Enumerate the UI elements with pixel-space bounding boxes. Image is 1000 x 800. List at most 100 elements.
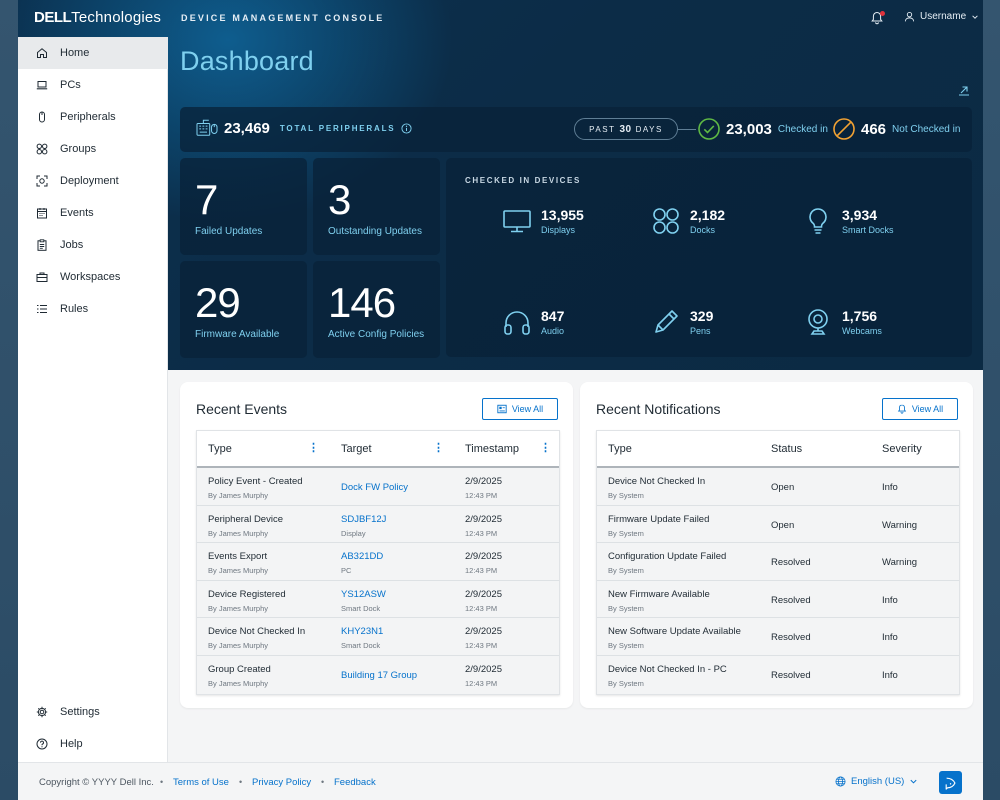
username-label: Username xyxy=(920,11,967,22)
column-header-severity[interactable]: Severity xyxy=(882,443,922,455)
failed-updates-tile[interactable]: 7 Failed Updates xyxy=(180,158,307,255)
language-selector[interactable]: English (US) xyxy=(835,776,918,787)
column-header-type[interactable]: Type xyxy=(208,443,232,455)
event-timestamp-cell: 2/9/2025 12:43 PM xyxy=(465,626,502,650)
event-target-link[interactable]: AB321DD xyxy=(341,551,384,563)
device-webcams[interactable]: 1,756 Webcams xyxy=(803,307,882,337)
notification-severity: Info xyxy=(882,632,898,644)
table-row[interactable]: New Firmware Available By System Resolved I… xyxy=(597,581,959,619)
dell-technologies-logo[interactable]: DELLTechnologies xyxy=(34,9,161,26)
table-row[interactable]: Configuration Update Failed By System Reso… xyxy=(597,543,959,581)
event-date: 2/9/2025 xyxy=(465,476,502,487)
table-row[interactable]: Device Registered By James Murphy YS12ASW S… xyxy=(197,581,559,619)
notification-severity: Warning xyxy=(882,557,918,569)
column-header-target[interactable]: Target xyxy=(341,443,372,455)
event-target-link[interactable]: SDJBF12J xyxy=(341,513,387,525)
table-row[interactable]: Peripheral Device By James Murphy SDJBF12J… xyxy=(197,506,559,544)
table-row[interactable]: Device Not Checked In By System Open Info xyxy=(597,468,959,506)
table-row[interactable]: Firmware Update Failed By System Open Warni… xyxy=(597,506,959,544)
tile-value: 7 xyxy=(195,176,218,223)
sidebar-item-deployment[interactable]: Deployment xyxy=(18,165,168,197)
event-target-link[interactable]: KHY23N1 xyxy=(341,626,384,638)
sidebar-item-jobs[interactable]: Jobs xyxy=(18,229,168,261)
chat-support-button[interactable] xyxy=(939,771,962,794)
event-target-cell: KHY23N1 Smart Dock xyxy=(341,626,383,650)
notification-bell-icon[interactable] xyxy=(870,11,885,25)
column-header-type[interactable]: Type xyxy=(608,443,632,455)
event-list-icon xyxy=(497,404,507,414)
view-all-events-button[interactable]: View All xyxy=(482,398,558,420)
table-row[interactable]: New Software Update Available By System Re… xyxy=(597,618,959,656)
feedback-link[interactable]: Feedback xyxy=(334,777,376,788)
not-checked-in-label: Not Checked in xyxy=(892,123,961,135)
event-timestamp-cell: 2/9/2025 12:43 PM xyxy=(465,589,502,613)
firmware-available-tile[interactable]: 29 Firmware Available xyxy=(180,261,307,358)
device-smart-docks[interactable]: 3,934 Smart Docks xyxy=(803,206,894,236)
sidebar-item-workspaces[interactable]: Workspaces xyxy=(18,261,168,293)
pen-icon xyxy=(655,310,678,333)
device-label: Displays xyxy=(541,225,576,235)
copyright-text: Copyright © YYYY Dell Inc. xyxy=(39,777,154,788)
tile-value: 146 xyxy=(328,279,396,326)
device-value: 13,955 xyxy=(541,207,584,223)
pill-connector xyxy=(678,129,696,130)
notification-type-cell: Device Not Checked In By System xyxy=(608,476,705,500)
sidebar-item-pcs[interactable]: PCs xyxy=(18,69,168,101)
outstanding-updates-tile[interactable]: 3 Outstanding Updates xyxy=(313,158,440,255)
device-pens[interactable]: 329 Pens xyxy=(651,307,713,337)
sidebar-item-label: Peripherals xyxy=(60,111,116,123)
checked-in-value: 23,003 xyxy=(726,120,772,138)
event-date: 2/9/2025 xyxy=(465,663,502,675)
past-prefix: PAST xyxy=(589,124,616,134)
clipboard-icon xyxy=(37,239,47,251)
device-audio[interactable]: 847 Audio xyxy=(502,307,564,337)
event-target-link[interactable]: YS12ASW xyxy=(341,588,386,600)
column-header-timestamp[interactable]: Timestamp xyxy=(465,443,519,455)
sidebar-item-label: Jobs xyxy=(60,239,84,251)
page-title: Dashboard xyxy=(180,46,314,76)
user-menu[interactable]: Username xyxy=(904,11,979,22)
sidebar-item-peripherals[interactable]: Peripherals xyxy=(18,101,168,133)
view-all-notifications-button[interactable]: View All xyxy=(882,398,958,420)
table-row[interactable]: Device Not Checked In By James Murphy KHY2… xyxy=(197,618,559,656)
checked-in-stat: 23,003 Checked in xyxy=(698,118,828,140)
device-displays[interactable]: 13,955 Displays xyxy=(502,206,584,236)
column-header-status[interactable]: Status xyxy=(771,443,803,455)
event-target-link[interactable]: Dock FW Policy xyxy=(341,482,409,493)
active-config-policies-tile[interactable]: 146 Active Config Policies xyxy=(313,261,440,358)
event-target-cell: AB321DD PC xyxy=(341,551,383,575)
device-docks[interactable]: 2,182 Docks xyxy=(651,206,725,236)
recent-events-table: Type ⋮ Target ⋮ Timestamp ⋮ Policy Event… xyxy=(196,430,560,695)
info-icon[interactable] xyxy=(401,122,412,134)
sidebar-item-help[interactable]: Help xyxy=(18,728,168,760)
top-bar: DELLTechnologies DEVICE MANAGEMENT CONSO… xyxy=(18,0,983,37)
table-row[interactable]: Device Not Checked In - PC By System Resol… xyxy=(597,656,959,694)
sidebar-item-home[interactable]: Home xyxy=(18,37,168,69)
column-menu-kebab-icon[interactable]: ⋮ xyxy=(540,442,551,454)
event-timestamp-cell: 2/9/2025 12:43 PM xyxy=(465,476,502,500)
past-30-days-filter[interactable]: PAST 30 DAYS xyxy=(574,118,678,140)
notification-status: Resolved xyxy=(771,594,811,606)
table-row[interactable]: Policy Event - Created By James Murphy Doc… xyxy=(197,468,559,506)
notification-type: Firmware Update Failed xyxy=(608,513,710,525)
privacy-policy-link[interactable]: Privacy Policy xyxy=(252,777,312,788)
terms-of-use-link[interactable]: Terms of Use xyxy=(173,777,229,788)
expand-icon[interactable] xyxy=(958,84,970,96)
tile-value: 29 xyxy=(195,279,241,326)
tile-label: Active Config Policies xyxy=(328,329,425,340)
sidebar-item-settings[interactable]: Settings xyxy=(18,696,168,728)
app-shell: DELLTechnologies DEVICE MANAGEMENT CONSO… xyxy=(18,0,983,800)
event-target-link[interactable]: Building 17 Group xyxy=(341,669,418,681)
column-menu-kebab-icon[interactable]: ⋮ xyxy=(308,442,319,454)
table-row[interactable]: Events Export By James Murphy AB321DD PC 2/9… xyxy=(197,543,559,581)
sidebar-item-rules[interactable]: Rules xyxy=(18,293,168,325)
notification-source: By System xyxy=(608,566,644,576)
column-menu-kebab-icon[interactable]: ⋮ xyxy=(433,442,444,454)
table-row[interactable]: Group Created By James Murphy Building 17 … xyxy=(197,656,559,694)
peripherals-icon xyxy=(196,119,218,136)
notification-type-cell: New Software Update Available By System xyxy=(608,626,741,650)
sidebar-item-label: Settings xyxy=(60,706,100,718)
sidebar-item-groups[interactable]: Groups xyxy=(18,133,168,165)
sidebar-item-events[interactable]: Events xyxy=(18,197,168,229)
notification-status: Open xyxy=(771,482,795,493)
